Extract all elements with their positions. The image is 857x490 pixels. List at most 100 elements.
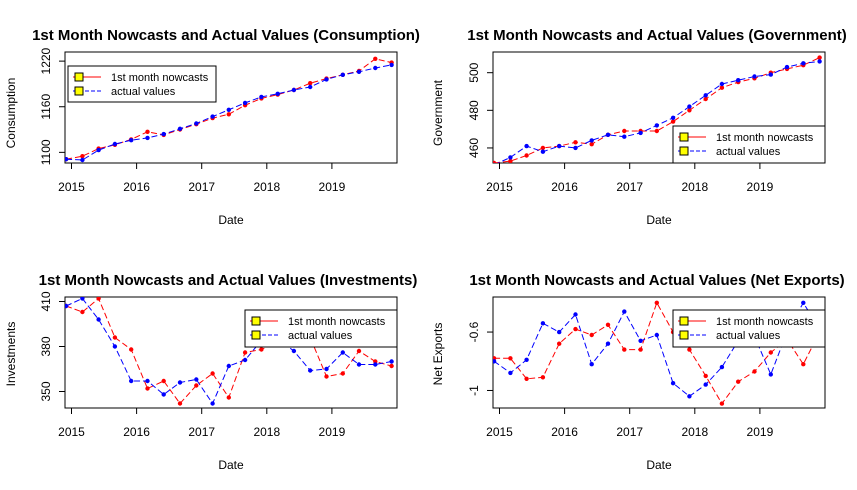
data-point-actual xyxy=(291,87,297,93)
legend-swatch xyxy=(679,330,689,340)
plot-frame xyxy=(492,296,826,409)
plot-area xyxy=(493,300,822,406)
y-axis-label: Government xyxy=(431,79,445,146)
data-point-nowcast xyxy=(508,356,513,361)
x-tick-label: 2016 xyxy=(123,180,150,194)
x-tick-label: 2017 xyxy=(616,425,643,439)
data-point-actual xyxy=(161,392,166,397)
data-point-actual xyxy=(654,123,659,128)
data-point-actual xyxy=(736,78,741,83)
x-tick-label: 2017 xyxy=(188,425,215,439)
plot-area xyxy=(493,55,822,163)
data-point-nowcast xyxy=(719,401,725,406)
data-point-nowcast xyxy=(687,347,692,352)
data-point-actual xyxy=(308,84,313,90)
data-point-actual xyxy=(768,372,773,377)
data-point-actual xyxy=(242,357,248,363)
data-point-actual xyxy=(80,297,85,301)
data-point-actual xyxy=(177,380,183,385)
data-point-actual xyxy=(389,359,394,364)
data-point-nowcast xyxy=(524,153,529,158)
data-point-actual xyxy=(226,107,231,113)
data-point-nowcast xyxy=(605,322,611,327)
data-point-nowcast xyxy=(540,145,546,151)
legend-box xyxy=(244,309,398,348)
chart-panel-1: 1st Month Nowcasts and Actual Values (Co… xyxy=(4,27,420,227)
chart-title: 1st Month Nowcasts and Actual Values (Go… xyxy=(467,27,847,44)
data-point-nowcast xyxy=(373,56,378,61)
data-point-nowcast xyxy=(589,142,594,147)
data-point-actual xyxy=(259,94,264,100)
data-point-nowcast xyxy=(508,158,513,163)
data-point-nowcast xyxy=(80,154,85,159)
data-point-actual xyxy=(493,359,497,364)
data-point-nowcast xyxy=(389,363,394,369)
data-point-nowcast xyxy=(703,96,708,102)
data-point-nowcast xyxy=(80,309,85,315)
data-point-actual xyxy=(703,93,708,98)
data-point-nowcast xyxy=(557,341,562,346)
data-point-nowcast xyxy=(259,347,264,352)
data-point-nowcast xyxy=(654,128,659,134)
legend-swatch xyxy=(74,72,84,82)
data-point-nowcast xyxy=(768,350,773,355)
data-point-actual xyxy=(557,329,562,335)
x-axis-label: Date xyxy=(646,458,672,472)
data-point-actual xyxy=(96,317,101,322)
series-line-nowcast xyxy=(494,57,820,163)
x-tick-label: 2015 xyxy=(58,425,85,439)
data-point-actual xyxy=(540,321,546,326)
y-axis-label: Investments xyxy=(4,322,18,387)
legend-swatch xyxy=(679,132,689,142)
y-tick-label: 380 xyxy=(39,336,53,356)
y-tick-label: 410 xyxy=(39,291,53,311)
y-tick-label: 350 xyxy=(39,381,53,401)
data-point-actual xyxy=(687,104,692,109)
legend-swatch xyxy=(679,316,689,326)
data-point-nowcast xyxy=(226,395,231,400)
legend-label: actual values xyxy=(111,86,176,98)
legend: 1st month nowcasts actual values xyxy=(67,65,217,103)
x-axis-label: Date xyxy=(218,458,244,472)
data-point-nowcast xyxy=(670,119,676,124)
data-point-actual xyxy=(622,309,627,314)
data-point-actual xyxy=(784,64,790,70)
data-point-actual xyxy=(524,143,529,149)
data-point-actual xyxy=(638,130,643,136)
data-point-actual xyxy=(145,378,150,384)
data-point-actual xyxy=(373,65,378,71)
data-point-actual xyxy=(589,138,594,143)
y-tick-label: 500 xyxy=(467,62,481,82)
legend-label: 1st month nowcasts xyxy=(288,316,386,328)
data-point-actual xyxy=(129,378,134,384)
data-point-nowcast xyxy=(573,326,578,332)
data-point-actual xyxy=(112,344,118,349)
chart-title: 1st Month Nowcasts and Actual Values (In… xyxy=(39,272,418,289)
data-point-actual xyxy=(65,157,69,162)
legend-label: actual values xyxy=(716,146,781,158)
legend-label: 1st month nowcasts xyxy=(111,72,209,84)
data-point-nowcast xyxy=(703,373,708,379)
data-point-actual xyxy=(508,155,513,160)
legend-swatch xyxy=(251,330,261,340)
data-point-actual xyxy=(194,121,199,126)
plot-area xyxy=(65,56,394,163)
data-point-actual xyxy=(340,350,345,355)
data-point-nowcast xyxy=(194,383,199,388)
data-point-actual xyxy=(687,394,692,399)
data-point-nowcast xyxy=(145,386,150,391)
y-tick-label: -1 xyxy=(467,385,481,396)
y-axis-label: Net Exports xyxy=(431,323,445,386)
legend: 1st month nowcasts actual values xyxy=(244,309,398,348)
plot-area xyxy=(65,297,394,406)
data-point-actual xyxy=(226,363,231,369)
data-point-nowcast xyxy=(638,347,643,352)
data-point-actual xyxy=(670,381,676,386)
chart-title: 1st Month Nowcasts and Actual Values (Co… xyxy=(32,27,420,44)
legend: 1st month nowcasts actual values xyxy=(672,309,826,348)
data-point-actual xyxy=(210,401,215,406)
data-point-nowcast xyxy=(161,378,166,384)
y-tick-label: -0.6 xyxy=(467,321,481,342)
legend-label: 1st month nowcasts xyxy=(716,316,814,328)
x-tick-label: 2018 xyxy=(253,425,280,439)
